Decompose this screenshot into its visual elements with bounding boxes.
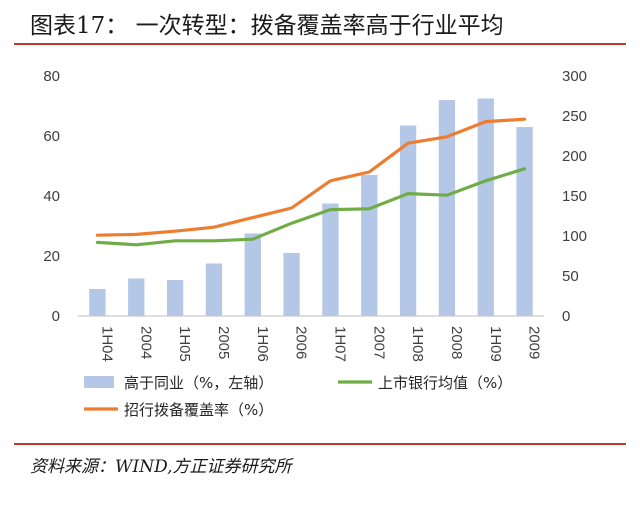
left-tick-label: 60 [43,128,60,145]
right-axis-ticks: 0 50 100 150 200 250 300 [562,68,587,325]
x-tick-label: 2008 [448,326,465,359]
x-tick-label: 2009 [526,326,543,359]
bar-series [89,99,532,317]
legend-label: 高于同业（%，左轴） [124,374,273,392]
x-axis-ticks: 1H04 2004 1H05 2005 1H06 2006 1H07 2007 1H08 2008… [98,326,542,362]
bar [478,99,494,317]
bar [400,126,416,317]
line-series [97,119,524,245]
left-tick-label: 80 [43,68,60,85]
x-tick-label: 1H07 [331,326,348,362]
x-tick-label: 1H09 [487,326,504,362]
right-tick-label: 0 [562,308,570,325]
left-tick-label: 20 [43,248,60,265]
legend-swatch-bar [84,376,114,388]
bar [516,127,532,316]
right-tick-label: 100 [562,228,587,245]
legend: 高于同业（%，左轴） 上市银行均值（%） 招行拨备覆盖率（%） [84,374,512,419]
bar [206,264,222,317]
bar [361,175,377,316]
bar [322,204,338,317]
x-tick-label: 2004 [137,326,154,359]
legend-label: 招行拨备覆盖率（%） [124,401,273,419]
right-tick-label: 250 [562,108,587,125]
left-axis-ticks: 0 20 40 60 80 [43,68,60,325]
bar [439,100,455,316]
bar [245,234,261,317]
right-tick-label: 200 [562,148,587,165]
right-tick-label: 300 [562,68,587,85]
x-tick-label: 2006 [293,326,310,359]
left-tick-label: 40 [43,188,60,205]
source-note: 资料来源：WIND,方正证券研究所 [30,452,292,477]
x-tick-label: 2005 [215,326,232,359]
x-tick-label: 2007 [370,326,387,359]
legend-label: 上市银行均值（%） [378,374,512,392]
source-divider [14,443,626,445]
x-tick-label: 1H04 [98,326,115,362]
x-tick-label: 1H08 [409,326,426,362]
x-tick-label: 1H06 [254,326,271,362]
x-tick-label: 1H05 [176,326,193,362]
left-tick-label: 0 [52,308,60,325]
right-tick-label: 50 [562,268,579,285]
right-tick-label: 150 [562,188,587,205]
bar [128,279,144,317]
bar [167,280,183,316]
bar [283,253,299,316]
bar [89,289,105,316]
